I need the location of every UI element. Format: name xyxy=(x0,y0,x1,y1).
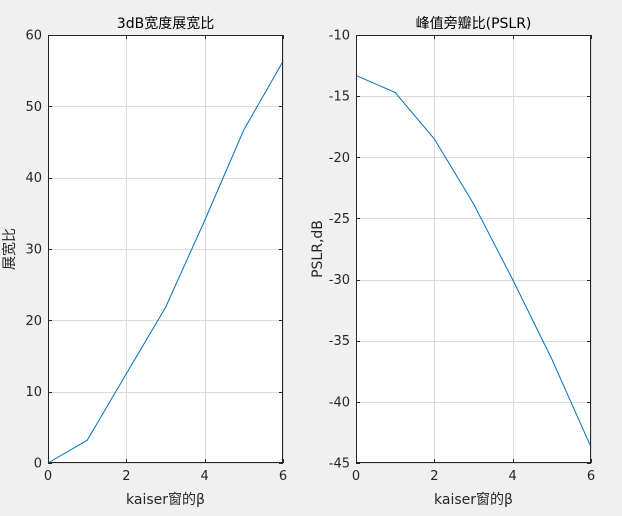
axes-frame xyxy=(356,35,591,463)
series-layer xyxy=(47,61,284,464)
series-layer xyxy=(355,74,592,448)
x-tick-label: 6 xyxy=(279,469,287,484)
y-axis-label: 展宽比 xyxy=(1,228,18,270)
series-line xyxy=(47,61,284,464)
x-tick-label: 0 xyxy=(44,469,52,484)
y-tick-label: 10 xyxy=(25,385,42,400)
x-axis-label: kaiser窗的β xyxy=(434,491,513,508)
ticks: 0 2 4 6 -45 -40 -35 -30 -25 -20 -15 -10 xyxy=(329,29,595,485)
y-tick-label: 50 xyxy=(25,100,42,115)
y-tick-label: 30 xyxy=(25,243,42,258)
y-tick-label: 60 xyxy=(25,29,42,44)
x-tick-label: 2 xyxy=(122,469,130,484)
chart-title: 峰值旁瓣比(PSLR) xyxy=(416,15,532,32)
y-axis-label: PSLR,dB xyxy=(310,220,326,278)
plot-area xyxy=(356,35,591,463)
y-tick-label: -15 xyxy=(329,90,350,105)
y-tick-label: -45 xyxy=(329,457,350,472)
x-tick-label: 4 xyxy=(201,469,209,484)
y-tick-label: 0 xyxy=(34,457,42,472)
x-axis-label: kaiser窗的β xyxy=(126,491,205,508)
y-tick-label: -10 xyxy=(329,29,350,44)
chart-title: 3dB宽度展宽比 xyxy=(117,15,214,32)
x-tick-label: 0 xyxy=(352,469,360,484)
y-tick-label: -20 xyxy=(329,151,350,166)
chart-pslr: 0 2 4 6 -45 -40 -35 -30 -25 -20 -15 -10 峰值旁瓣比(PSLR)… xyxy=(310,15,595,508)
y-tick-label: -35 xyxy=(329,334,350,349)
y-tick-label: 20 xyxy=(25,314,42,329)
y-tick-label: -25 xyxy=(329,212,350,227)
y-tick-label: -30 xyxy=(329,273,350,288)
series-line xyxy=(355,74,592,448)
y-tick-label: 40 xyxy=(25,171,42,186)
x-tick-label: 2 xyxy=(430,469,438,484)
x-tick-label: 4 xyxy=(509,469,517,484)
y-tick-label: -40 xyxy=(329,395,350,410)
x-tick-label: 6 xyxy=(587,469,595,484)
